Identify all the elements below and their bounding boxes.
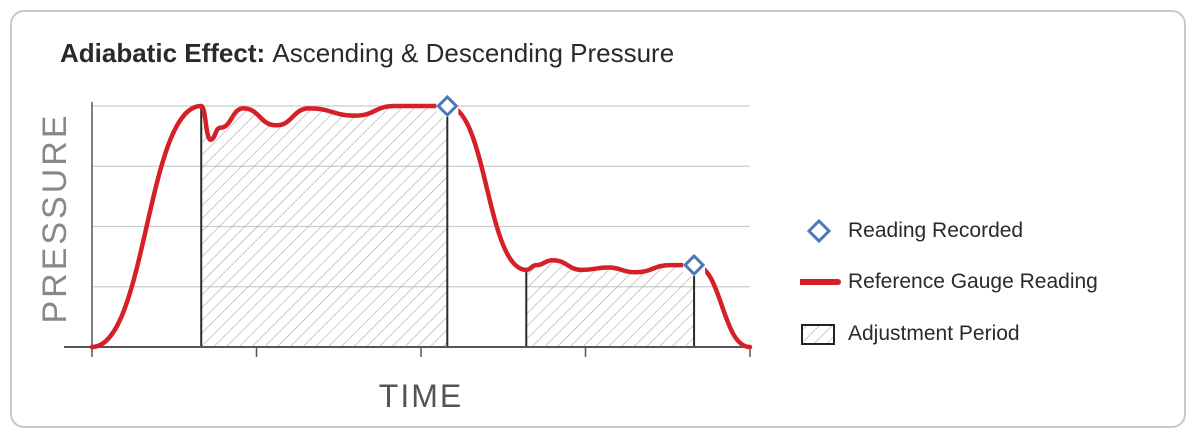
legend-item-reading-recorded: Reading Recorded bbox=[800, 216, 1023, 246]
reading-recorded-marker bbox=[436, 94, 459, 118]
reading-recorded-marker bbox=[682, 253, 706, 277]
legend-item-reference-gauge: Reference Gauge Reading bbox=[797, 267, 1098, 297]
reading-markers bbox=[436, 94, 706, 277]
adjustment-period-area bbox=[526, 260, 695, 347]
legend-label-adjustment-period: Adjustment Period bbox=[848, 322, 1020, 345]
legend-item-adjustment-period: Adjustment Period bbox=[800, 319, 1020, 349]
diamond-marker-icon bbox=[800, 216, 842, 246]
x-axis-label: TIME bbox=[379, 378, 463, 414]
legend-label-reference-gauge: Reference Gauge Reading bbox=[848, 270, 1098, 293]
axes bbox=[64, 102, 751, 357]
y-axis-label: PRESSURE bbox=[36, 112, 74, 323]
adjustment-period-area bbox=[201, 106, 448, 347]
adjustment-periods bbox=[200, 106, 696, 347]
chart-title: Adiabatic Effect: Ascending & Descending… bbox=[60, 38, 674, 69]
chart-title-bold: Adiabatic Effect: bbox=[60, 38, 266, 68]
hatched-box-icon bbox=[800, 319, 842, 349]
legend-label-reading-recorded: Reading Recorded bbox=[848, 219, 1024, 242]
chart-title-rest: Ascending & Descending Pressure bbox=[272, 38, 675, 68]
red-line-icon bbox=[797, 267, 842, 297]
